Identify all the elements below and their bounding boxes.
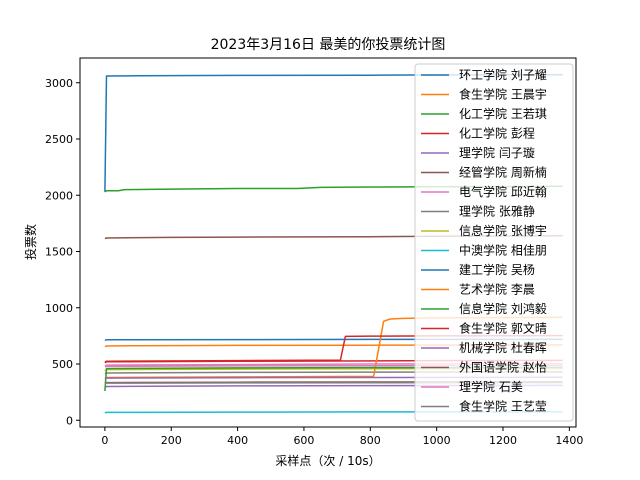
legend-label: 食生学院 王艺莹	[459, 399, 547, 414]
legend-label: 食生学院 郭文晴	[459, 321, 547, 336]
legend-label: 环工学院 刘子耀	[459, 67, 547, 82]
y-tick-label: 2000	[45, 189, 73, 202]
x-tick-label: 1400	[555, 434, 583, 447]
x-tick-label: 0	[101, 434, 108, 447]
y-tick-label: 500	[52, 358, 73, 371]
legend-label: 经管学院 周新楠	[459, 165, 547, 180]
legend-label: 信息学院 张博宇	[459, 223, 547, 238]
legend-label: 信息学院 刘鸿毅	[459, 301, 547, 316]
legend-label: 中澳学院 相佳朋	[459, 243, 547, 258]
x-tick-label: 1200	[489, 434, 517, 447]
x-tick-label: 400	[227, 434, 248, 447]
legend-label: 外国语学院 赵怡	[459, 360, 547, 375]
y-tick-label: 2500	[45, 133, 73, 146]
y-tick-label: 0	[66, 414, 73, 427]
x-axis-label: 采样点（次 / 10s）	[275, 453, 380, 468]
x-tick-label: 200	[161, 434, 182, 447]
y-axis-label: 投票数	[23, 224, 38, 260]
legend-label: 建工学院 吴杨	[459, 262, 535, 277]
legend-label: 化工学院 彭程	[459, 126, 535, 141]
legend-label: 艺术学院 李晨	[459, 282, 535, 297]
x-tick-label: 1000	[423, 434, 451, 447]
legend-label: 理学院 张雅静	[459, 204, 535, 219]
legend-label: 理学院 石美	[459, 379, 523, 394]
legend-label: 机械学院 杜春晖	[459, 340, 547, 355]
y-tick-label: 1500	[45, 246, 73, 259]
legend-label: 理学院 闫子璇	[459, 145, 535, 160]
chart-title: 2023年3月16日 最美的你投票统计图	[211, 37, 446, 53]
legend-label: 食生学院 王晨宇	[459, 87, 547, 102]
legend-label: 电气学院 邱近翰	[459, 184, 547, 199]
legend-label: 化工学院 王若琪	[459, 106, 547, 121]
y-tick-label: 1000	[45, 302, 73, 315]
x-tick-label: 800	[360, 434, 381, 447]
x-tick-label: 600	[293, 434, 314, 447]
y-tick-label: 3000	[45, 77, 73, 90]
